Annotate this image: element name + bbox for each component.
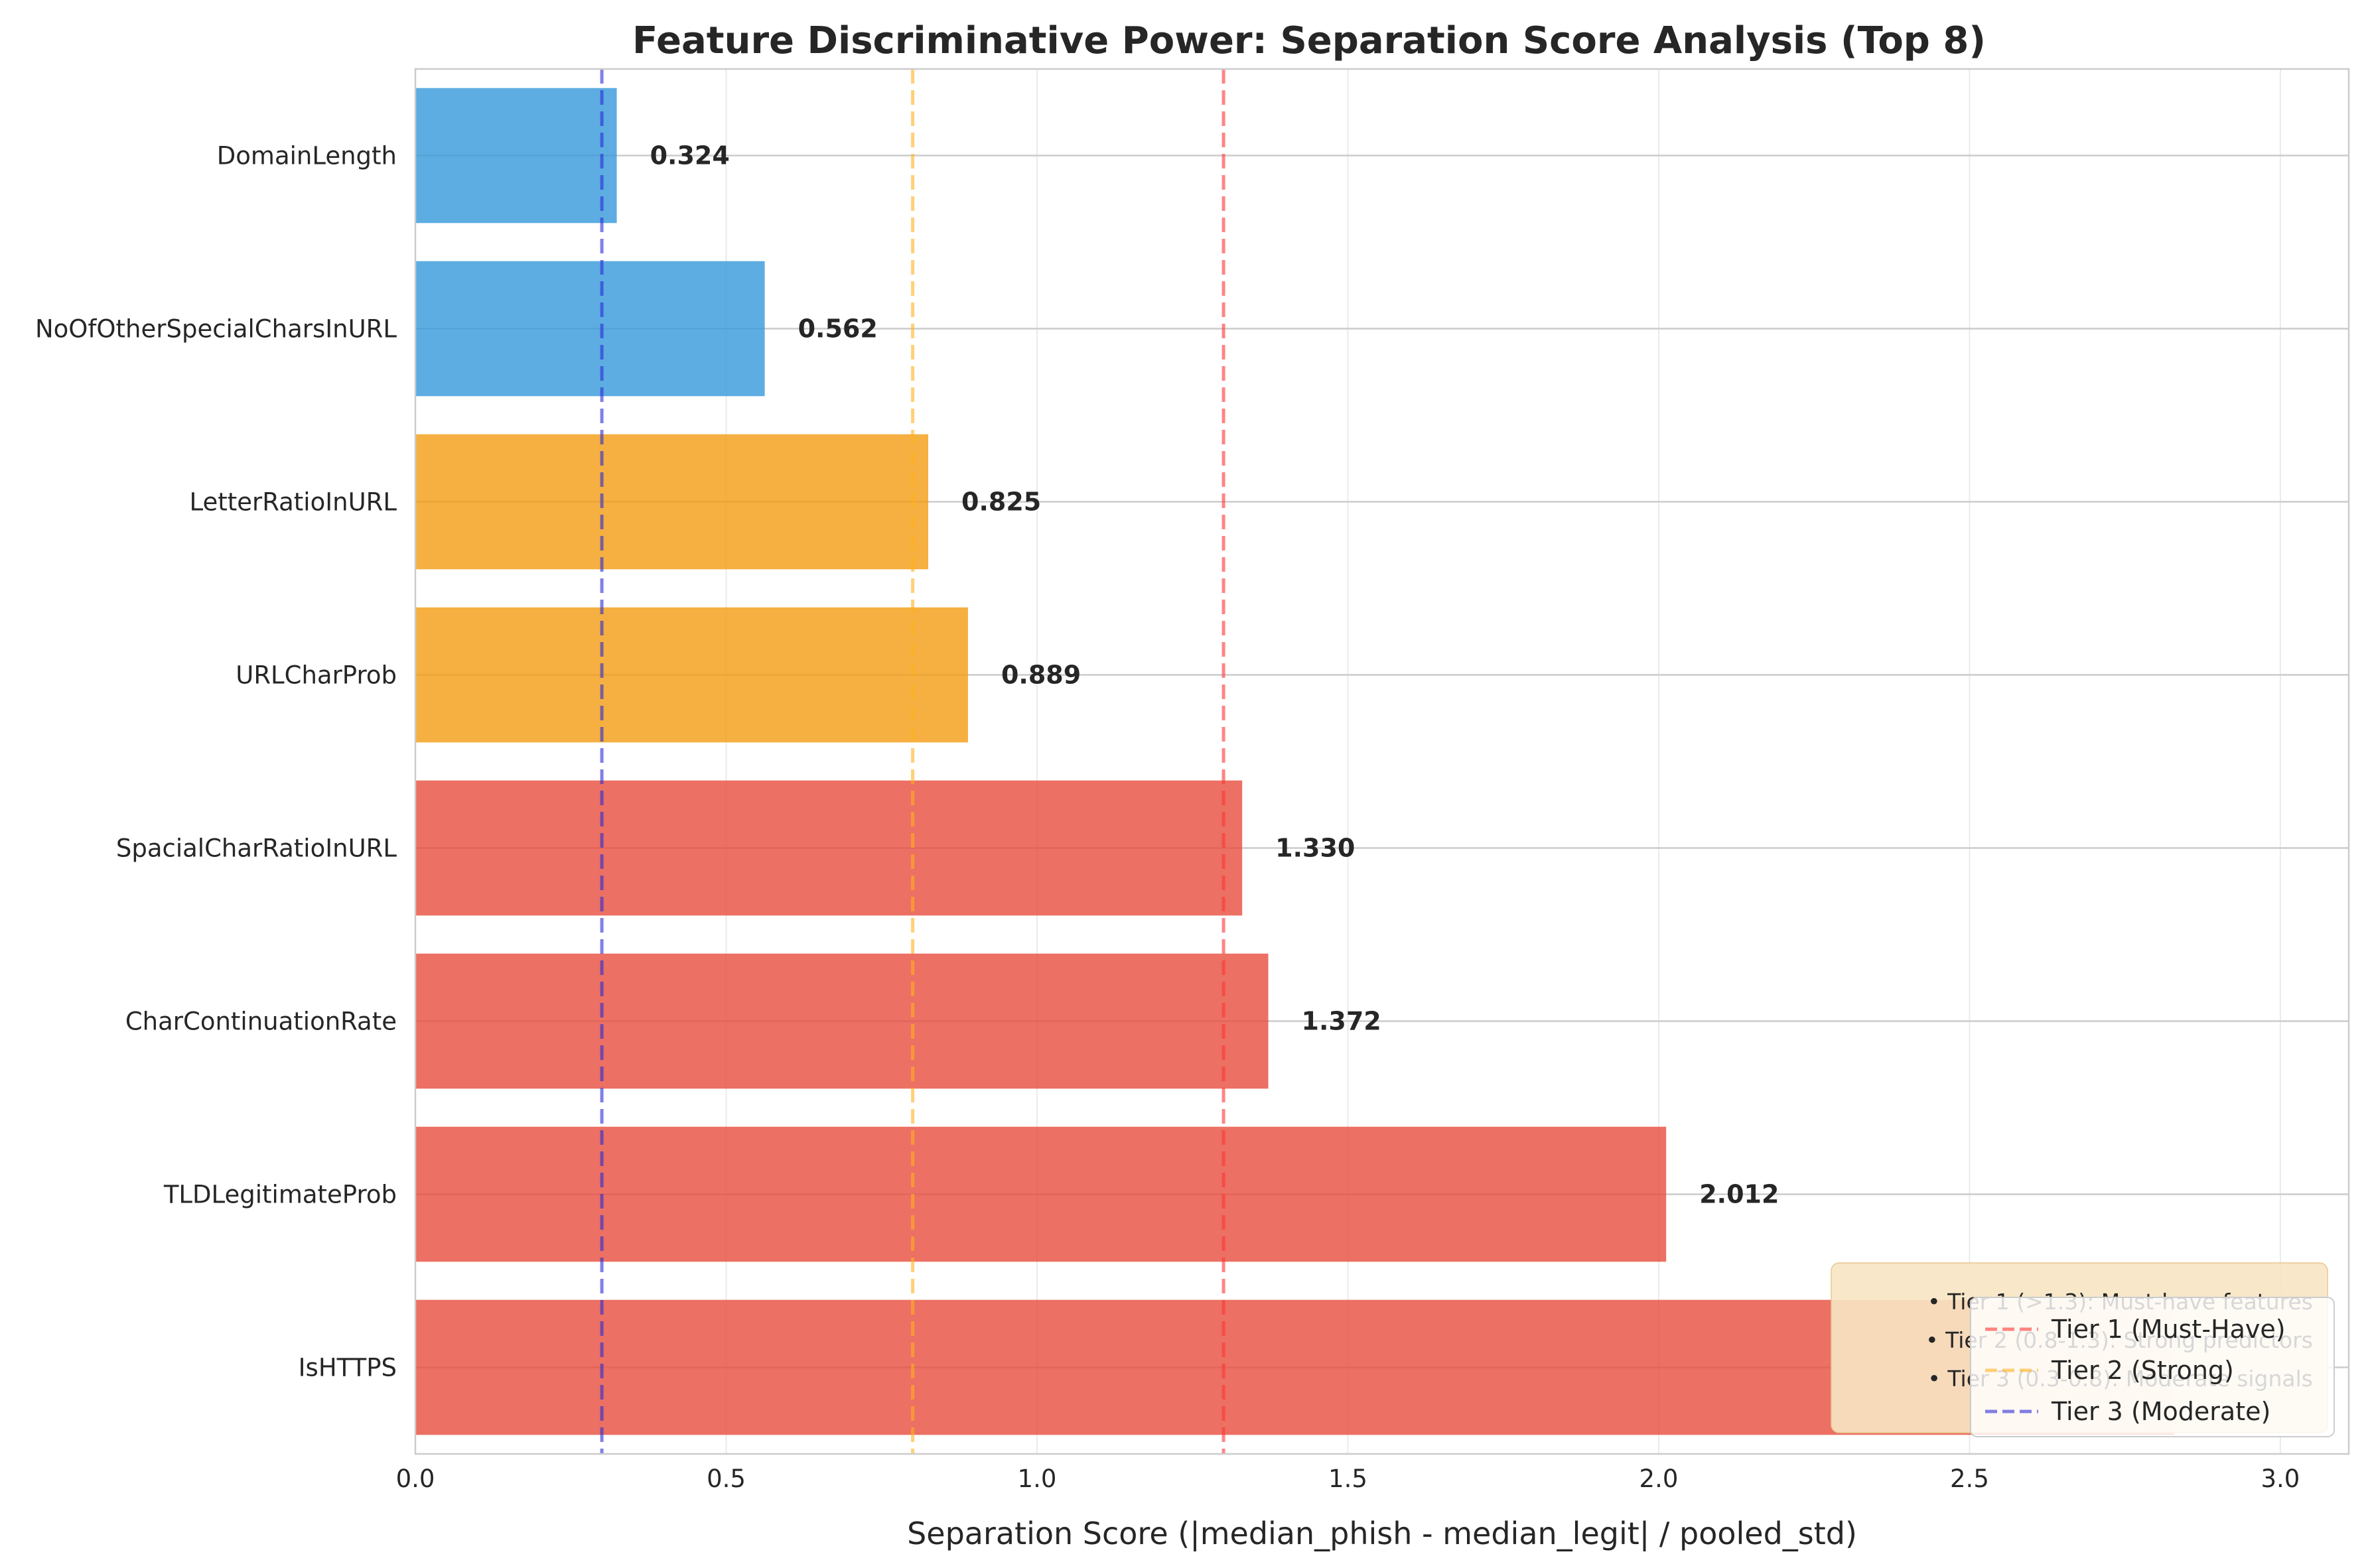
x-axis-ticks: 0.0 0.5 1.0 1.5 2.0 2.5 3.0 (396, 1465, 2300, 1493)
bar (415, 607, 968, 743)
y-tick-label: SpacialCharRatioInURL (116, 834, 397, 863)
chart-title: Feature Discriminative Power: Separation… (632, 19, 1986, 62)
value-label: 1.372 (1302, 1007, 1381, 1036)
x-axis-label: Separation Score (|median_phish - median… (907, 1516, 1857, 1552)
plot-border (414, 68, 2350, 1455)
y-tick-label: IsHTTPS (299, 1354, 397, 1382)
value-label: 0.889 (1001, 661, 1081, 690)
bar (415, 261, 765, 397)
x-tick-label: 1.0 (1018, 1465, 1057, 1493)
x-tick-label: 1.5 (1328, 1465, 1367, 1493)
value-label: 2.012 (1699, 1180, 1779, 1209)
y-tick-label: DomainLength (217, 142, 397, 170)
y-tick-label: CharContinuationRate (125, 1008, 397, 1036)
y-tick-label: NoOfOtherSpecialCharsInURL (35, 315, 397, 344)
y-tick-label: TLDLegitimateProb (163, 1181, 397, 1209)
value-label: 1.330 (1275, 834, 1355, 863)
bar (415, 88, 617, 224)
x-tick-label: 0.5 (707, 1465, 746, 1493)
threshold-layer (600, 69, 1225, 1454)
y-tick-label: URLCharProb (236, 661, 397, 690)
value-label: 0.562 (798, 314, 878, 344)
bar (415, 434, 929, 570)
bar (415, 1126, 1667, 1262)
x-tick-label: 2.5 (1950, 1465, 1989, 1493)
value-label: 0.324 (650, 141, 730, 170)
legend: Tier 1 (Must-Have) Tier 2 (Strong) Tier 3 … (1970, 1297, 2335, 1437)
bar (415, 780, 1243, 916)
legend-box (1970, 1297, 2335, 1437)
y-tick-label: LetterRatioInURL (190, 488, 397, 517)
legend-label: Tier 1 (Must-Have) (2051, 1315, 2286, 1344)
x-tick-label: 0.0 (396, 1465, 435, 1493)
bar (415, 953, 1269, 1089)
x-tick-label: 3.0 (2261, 1465, 2300, 1493)
plot-frame (414, 68, 2350, 1455)
value-label: 0.825 (961, 488, 1041, 517)
legend-label: Tier 3 (Moderate) (2051, 1397, 2270, 1426)
y-axis-ticks: DomainLength NoOfOtherSpecialCharsInURL Le… (35, 142, 397, 1382)
value-label-layer: 0.324 0.562 0.825 0.889 1.330 1.372 2.012 (650, 141, 1779, 1209)
legend-label: Tier 2 (Strong) (2051, 1356, 2234, 1385)
x-tick-label: 2.0 (1639, 1465, 1679, 1493)
